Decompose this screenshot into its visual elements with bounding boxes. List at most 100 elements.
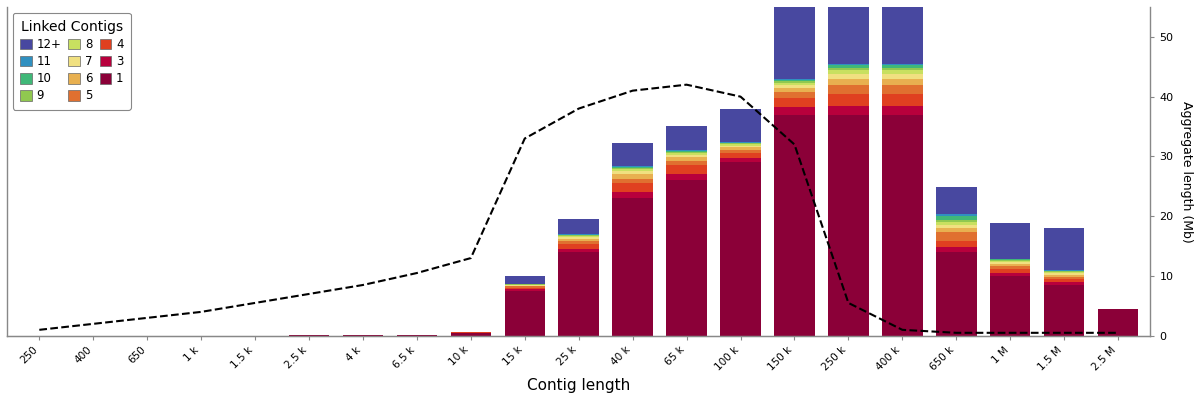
Bar [774,1,815,78]
Bar [990,264,1031,266]
Bar [720,143,761,144]
Bar [558,249,599,252]
Bar [720,153,761,158]
Bar [828,79,869,85]
Bar [1044,272,1085,273]
Legend: 12+, 11, 10, 9, 8, 7, 6, 5, 4, 3, 1: 12+, 11, 10, 9, 8, 7, 6, 5, 4, 3, 1 [13,13,131,110]
Bar [558,219,599,234]
Bar [990,262,1031,264]
Bar [666,161,707,165]
Bar [774,107,815,114]
Bar [612,166,653,167]
Bar [774,85,815,88]
Bar [558,244,599,249]
Bar [828,114,869,336]
Bar [828,68,869,70]
Bar [666,155,707,157]
Bar [882,79,923,85]
Bar [504,276,545,284]
Bar [936,241,977,247]
Bar [936,220,977,222]
Bar [774,92,815,98]
Y-axis label: Aggregate length (Mb): Aggregate length (Mb) [1180,100,1193,242]
Bar [558,236,599,237]
Bar [774,114,815,336]
Bar [882,74,923,79]
Bar [1098,309,1139,336]
Bar [504,291,545,336]
Bar [558,234,599,235]
Bar [1044,282,1085,285]
Bar [774,83,815,85]
Bar [1044,279,1085,282]
Bar [882,70,923,74]
Bar [882,85,923,94]
Bar [558,237,599,239]
Bar [774,78,815,80]
Bar [612,168,653,169]
Bar [720,144,761,146]
Bar [504,290,545,291]
Bar [558,239,599,241]
Bar [612,178,653,183]
Bar [504,285,545,286]
Bar [936,252,977,336]
Bar [828,106,869,114]
Bar [990,266,1031,270]
Bar [882,94,923,106]
Bar [774,81,815,83]
Bar [1044,277,1085,279]
Bar [612,183,653,192]
Bar [990,276,1031,336]
Bar [936,216,977,220]
Bar [612,167,653,168]
Bar [774,80,815,81]
Bar [504,288,545,290]
Bar [1044,285,1085,336]
Bar [828,74,869,79]
Bar [720,148,761,150]
Bar [990,273,1031,276]
Bar [666,151,707,152]
Bar [504,284,545,285]
Bar [1044,273,1085,275]
Bar [666,153,707,155]
Bar [289,335,329,336]
Bar [612,142,653,166]
Bar [990,270,1031,273]
Bar [666,157,707,161]
Bar [828,85,869,94]
Bar [936,224,977,228]
Bar [558,241,599,244]
Bar [666,165,707,174]
Bar [666,174,707,180]
Bar [397,335,437,336]
Bar [720,158,761,162]
Bar [343,335,383,336]
Bar [828,65,869,68]
Bar [936,187,977,214]
Bar [882,68,923,70]
Bar [1044,271,1085,272]
Bar [936,214,977,216]
Bar [612,198,653,336]
Bar [612,174,653,178]
Bar [612,192,653,198]
Bar [666,180,707,336]
Bar [828,70,869,74]
Bar [558,252,599,336]
Bar [450,333,491,336]
Bar [1044,228,1085,270]
Bar [558,235,599,236]
Bar [882,65,923,68]
Bar [936,247,977,252]
Bar [666,152,707,153]
Bar [936,232,977,241]
Bar [990,259,1031,260]
Bar [882,64,923,65]
Bar [828,94,869,106]
Bar [774,88,815,92]
Bar [936,222,977,224]
Bar [882,0,923,64]
Bar [666,126,707,150]
